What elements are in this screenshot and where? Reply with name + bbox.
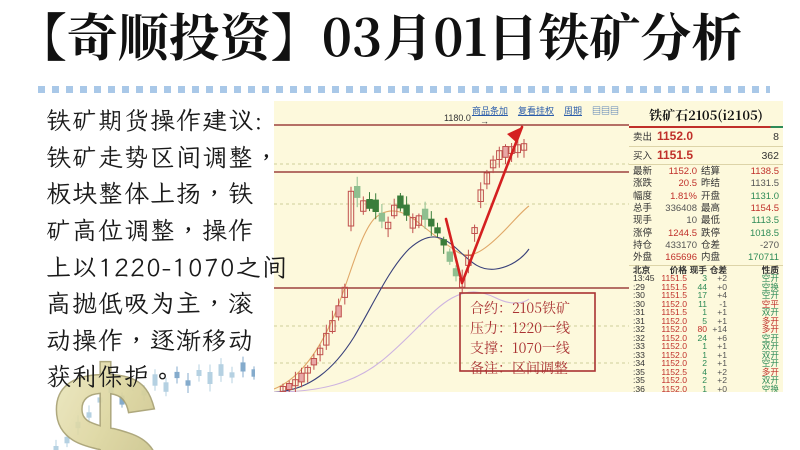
svg-text:备注：区间调整: 备注：区间调整 [470,358,568,378]
svg-text:压力：1220一线: 压力：1220一线 [470,318,570,338]
svg-text:支撑：1070一线: 支撑：1070一线 [470,338,570,358]
svg-text:合约：2105铁矿: 合约：2105铁矿 [470,298,570,318]
svg-text:→: → [480,116,489,126]
